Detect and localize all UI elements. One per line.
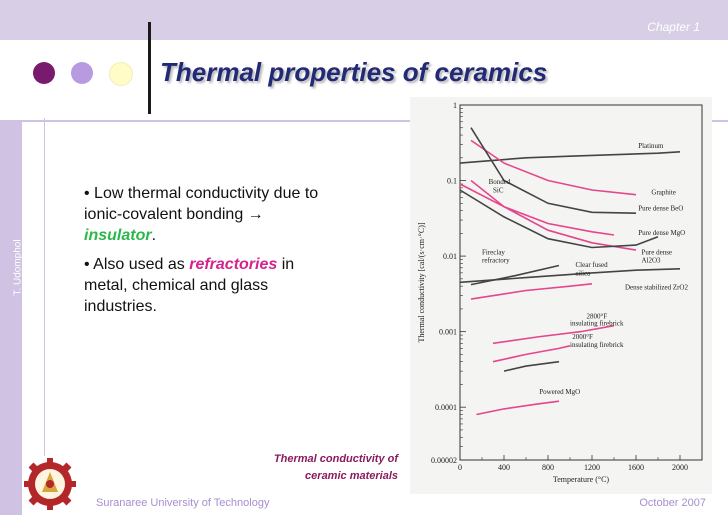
footer-date: October 2007	[639, 497, 706, 509]
bullet2-text: • Also used as	[84, 256, 190, 273]
series-line-0	[459, 151, 681, 164]
x-axis-label: Temperature (°C)	[553, 475, 610, 484]
footer-university: Suranaree University of Technology	[96, 497, 270, 509]
arrow-icon: →	[247, 206, 264, 223]
figure-caption: Thermal conductivity of ceramic material…	[236, 451, 398, 485]
decor-circle-cream	[109, 62, 133, 86]
caption-line2: ceramic materials	[305, 470, 398, 482]
series-line-4	[459, 183, 637, 251]
curve-label-2: Bonded	[489, 178, 511, 186]
left-guide-line	[44, 118, 45, 458]
bullet1-text: • Low thermal conductivity due to ionic-…	[84, 185, 319, 223]
curve-label-15: 2000°F	[572, 333, 593, 341]
x-tick-label: 800	[542, 463, 554, 472]
curve-label-8: Fireclay	[482, 248, 505, 256]
x-tick-label: 1600	[628, 463, 644, 472]
curve-label-12: Dense stabilized ZrO2	[625, 284, 688, 292]
curve-label-14: insulating firebrick	[570, 320, 624, 328]
curve-label-13: 2800°F	[587, 312, 608, 320]
series-line-5	[459, 189, 659, 249]
bullet1-end: .	[151, 227, 157, 244]
refractories-term: refractories	[189, 256, 278, 273]
insulator-term: insulator	[84, 227, 152, 244]
title-divider-line	[22, 120, 728, 122]
y-axis-label: Thermal conductivity [cal/(s·cm·°C)]	[417, 222, 426, 342]
title-vertical-bar	[148, 22, 151, 114]
caption-line1: Thermal conductivity of	[273, 453, 398, 465]
gear-emblem-logo-icon	[24, 458, 76, 510]
series-line-3	[470, 127, 637, 214]
series-line-7	[470, 264, 560, 286]
y-tick-label: 1	[453, 101, 457, 110]
curve-label-1: Graphite	[651, 189, 676, 197]
x-tick-label: 0	[458, 463, 462, 472]
y-tick-label: 0.0001	[435, 403, 457, 412]
series-line-10	[492, 345, 571, 363]
top-banner: Chapter 1	[0, 0, 728, 40]
curve-label-10: Clear fused	[576, 261, 609, 269]
bullet-insulator: • Low thermal conductivity due to ionic-…	[84, 183, 334, 246]
series-line-1	[470, 139, 637, 196]
x-tick-label: 1200	[584, 463, 600, 472]
curve-label-0: Platinum	[638, 142, 664, 150]
chapter-label: Chapter 1	[647, 20, 700, 34]
curve-label-7: Al2O3	[642, 257, 662, 265]
slide-title: Thermal properties of ceramics	[160, 57, 548, 87]
x-tick-label: 2000	[672, 463, 688, 472]
thermal-conductivity-chart: 1 0.1 0.01 0.001 0.0001 0.00002 0 400 800 1200 160…	[410, 97, 712, 494]
y-tick-label: 0.01	[443, 252, 457, 261]
left-side-strip	[0, 120, 22, 515]
decor-circle-lavender	[71, 62, 93, 84]
series-line-11	[503, 360, 560, 372]
x-tick-label: 400	[498, 463, 510, 472]
y-tick-label: 0.001	[439, 328, 457, 337]
series-line-9	[492, 324, 615, 345]
y-tick-label: 0.1	[447, 177, 457, 186]
curve-label-6: Pure dense	[642, 248, 673, 256]
curve-label-11: silica	[576, 270, 592, 278]
series-line-2	[470, 179, 615, 236]
curve-label-5: Pure dense MgO	[638, 229, 685, 237]
series-line-12	[476, 400, 560, 416]
bullet-list: • Low thermal conductivity due to ionic-…	[84, 183, 334, 325]
author-vertical-label: T. Udomphol	[12, 239, 24, 296]
decor-circle-purple	[33, 62, 55, 84]
bullet2-end: in metal, chemical and glass industries.	[84, 256, 295, 315]
y-tick-label: 0.00002	[431, 456, 457, 465]
curve-label-16: insulating firebrick	[570, 341, 624, 349]
university-logo	[22, 456, 78, 512]
curve-label-4: Pure dense BeO	[638, 205, 683, 213]
series-line-8	[459, 268, 681, 284]
series-line-6	[470, 283, 593, 300]
curve-label-3: SiC	[493, 186, 504, 194]
bullet-refractories: • Also used as refractories in metal, ch…	[84, 254, 334, 317]
plot-frame	[459, 104, 703, 461]
curve-label-9: refractory	[482, 257, 510, 265]
curve-label-17: Powered MgO	[539, 388, 580, 396]
